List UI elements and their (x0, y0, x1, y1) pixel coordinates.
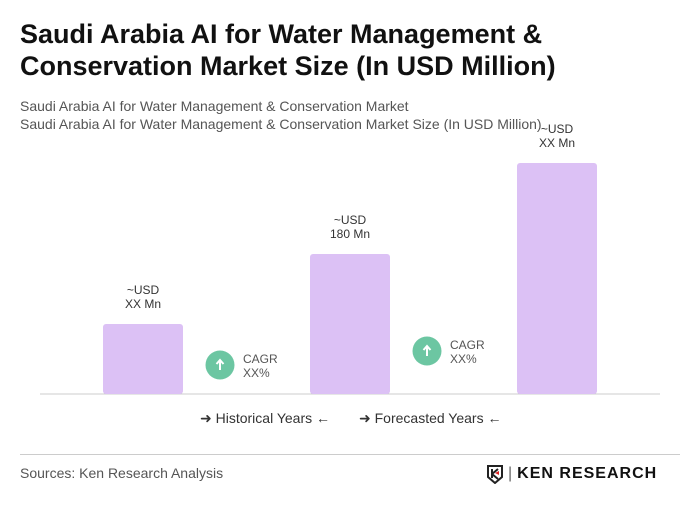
legend-forecasted: ➜ Forecasted Years ← (359, 410, 502, 426)
data-label: ~USD (127, 283, 160, 297)
data-label: XX Mn (125, 297, 161, 311)
divider (20, 454, 680, 455)
bar (517, 163, 597, 394)
legend-historical-label: Historical Years (215, 410, 313, 426)
legend-historical: ➜ Historical Years ← (200, 410, 331, 426)
cagr-label: XX% (450, 352, 477, 366)
cagr-label: XX% (243, 366, 270, 380)
legend-forecasted-label: Forecasted Years (374, 410, 484, 426)
bar (310, 254, 390, 394)
cagr-label: CAGR (243, 352, 278, 366)
bar (103, 324, 183, 394)
data-label: ~USD (541, 122, 574, 136)
data-label: 180 Mn (330, 227, 370, 241)
logo-icon (487, 465, 503, 484)
data-label: XX Mn (539, 136, 575, 150)
ken-research-logo: | KEN RESEARCH (486, 464, 657, 484)
cagr-label: CAGR (450, 338, 485, 352)
sources: Sources: Ken Research Analysis (20, 465, 224, 481)
subtitle-2: Saudi Arabia AI for Water Management & C… (20, 116, 542, 132)
page-title: Saudi Arabia AI for Water Management & C… (20, 19, 556, 81)
subtitle: Saudi Arabia AI for Water Management & C… (20, 98, 409, 114)
data-label: ~USD (334, 213, 367, 227)
